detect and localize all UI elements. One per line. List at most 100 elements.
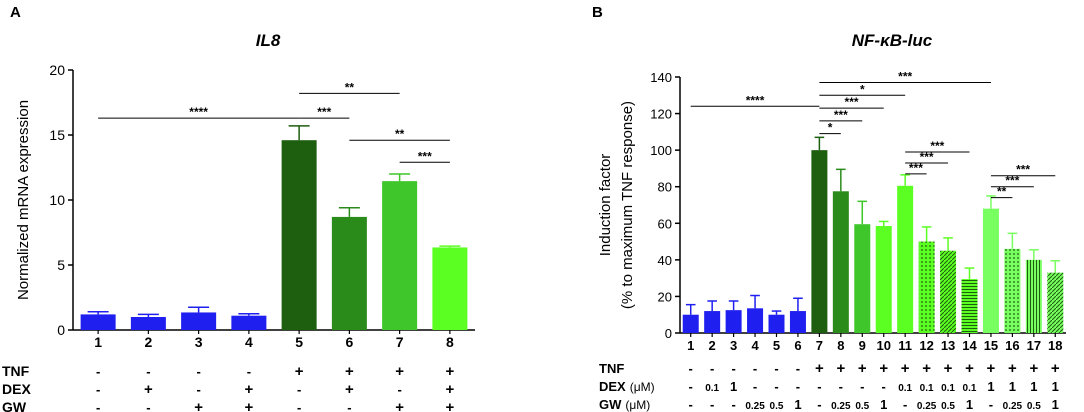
x-tick-label: 8 bbox=[837, 338, 844, 353]
bar bbox=[704, 311, 721, 333]
condition-cell: - bbox=[753, 361, 757, 376]
x-tick-label: 8 bbox=[446, 334, 454, 350]
condition-cell: - bbox=[817, 379, 821, 394]
condition-cell: + bbox=[244, 399, 253, 412]
condition-cell: 1 bbox=[1030, 379, 1037, 394]
condition-cell: + bbox=[944, 360, 953, 377]
x-tick-label: 11 bbox=[898, 338, 912, 353]
x-tick-label: 18 bbox=[1048, 338, 1062, 353]
condition-cell: 0.5 bbox=[770, 401, 784, 412]
x-tick-label: 7 bbox=[816, 338, 823, 353]
y-tick-label: 0 bbox=[665, 326, 672, 341]
significance-label: *** bbox=[920, 150, 934, 164]
condition-label: DEX bbox=[599, 379, 626, 394]
bar bbox=[331, 216, 367, 330]
bar bbox=[80, 314, 116, 330]
condition-cell: + bbox=[445, 363, 454, 380]
x-tick-label: 5 bbox=[773, 338, 780, 353]
bar bbox=[747, 308, 764, 333]
significance-label: *** bbox=[418, 149, 432, 163]
condition-cell: + bbox=[1029, 360, 1038, 377]
condition-cell: 0.25 bbox=[1003, 401, 1023, 412]
bar bbox=[982, 208, 999, 333]
condition-cell: 0.25 bbox=[745, 401, 765, 412]
condition-cell: + bbox=[244, 381, 253, 398]
x-tick-label: 10 bbox=[876, 338, 890, 353]
x-tick-label: 2 bbox=[709, 338, 716, 353]
condition-cell: 0.25 bbox=[917, 401, 937, 412]
significance-label: *** bbox=[845, 95, 859, 109]
x-tick-label: 14 bbox=[962, 338, 977, 353]
condition-cell: + bbox=[879, 360, 888, 377]
condition-cell: + bbox=[1008, 360, 1017, 377]
condition-cell: - bbox=[860, 379, 864, 394]
significance-label: **** bbox=[189, 105, 208, 119]
chart-title: IL8 bbox=[256, 31, 281, 50]
x-tick-label: 3 bbox=[730, 338, 737, 353]
condition-cell: - bbox=[689, 397, 693, 412]
condition-cell: - bbox=[96, 400, 100, 412]
bar bbox=[432, 247, 468, 330]
bar bbox=[725, 310, 742, 333]
condition-cell: + bbox=[295, 363, 304, 380]
condition-cell: + bbox=[836, 360, 845, 377]
bar bbox=[961, 279, 978, 333]
condition-cell: - bbox=[347, 400, 351, 412]
condition-unit: (μM) bbox=[625, 398, 650, 412]
panel-b-chart: B NF-κB-luc Induction factor (% to maximum … bbox=[592, 4, 1066, 412]
condition-cell: - bbox=[196, 364, 200, 379]
condition-cell: + bbox=[1051, 360, 1060, 377]
condition-label: DEX bbox=[2, 381, 31, 397]
condition-cell: - bbox=[882, 379, 886, 394]
condition-cell: 0.5 bbox=[1027, 401, 1041, 412]
bar bbox=[811, 150, 828, 333]
y-tick-label: 140 bbox=[650, 70, 672, 85]
bar bbox=[854, 224, 871, 333]
bar bbox=[231, 315, 267, 330]
panel-label: A bbox=[10, 4, 21, 21]
condition-cell: 0.1 bbox=[705, 383, 719, 394]
condition-cell: - bbox=[247, 364, 251, 379]
condition-cell: + bbox=[858, 360, 867, 377]
x-tick-label: 3 bbox=[195, 334, 203, 350]
x-tick-label: 2 bbox=[144, 334, 152, 350]
condition-label: TNF bbox=[2, 363, 30, 379]
x-tick-label: 1 bbox=[687, 338, 694, 353]
y-axis-label: Induction factor bbox=[597, 154, 614, 257]
condition-cell: - bbox=[710, 361, 714, 376]
condition-cell: + bbox=[965, 360, 974, 377]
x-tick-label: 7 bbox=[396, 334, 404, 350]
condition-cell: 1 bbox=[730, 379, 737, 394]
condition-cell: - bbox=[796, 361, 800, 376]
bar bbox=[940, 250, 957, 333]
condition-cell: - bbox=[839, 379, 843, 394]
condition-cell: 1 bbox=[880, 397, 887, 412]
chart-title: NF-κB-luc bbox=[852, 31, 933, 50]
bar bbox=[875, 226, 892, 333]
condition-cell: 1 bbox=[1009, 379, 1016, 394]
panel-label: B bbox=[592, 4, 603, 21]
condition-cell: - bbox=[989, 397, 993, 412]
condition-cell: - bbox=[731, 361, 735, 376]
condition-cell: + bbox=[345, 363, 354, 380]
condition-cell: - bbox=[689, 361, 693, 376]
condition-cell: 1 bbox=[794, 397, 801, 412]
condition-cell: - bbox=[903, 397, 907, 412]
significance-label: *** bbox=[930, 139, 944, 153]
condition-cell: 0.1 bbox=[898, 383, 912, 394]
panel-a-chart: A IL8 Normalized mRNA expression 0 5 10 15 20 1 2… bbox=[2, 4, 475, 412]
bar bbox=[918, 241, 935, 333]
condition-cell: - bbox=[710, 397, 714, 412]
x-tick-label: 4 bbox=[245, 334, 253, 350]
bar bbox=[382, 181, 418, 330]
x-tick-label: 6 bbox=[794, 338, 801, 353]
condition-label: GW bbox=[2, 399, 27, 412]
condition-cell: + bbox=[815, 360, 824, 377]
condition-cell: + bbox=[922, 360, 931, 377]
condition-cell: + bbox=[144, 381, 153, 398]
significance-label: *** bbox=[909, 161, 923, 175]
condition-cell: - bbox=[146, 364, 150, 379]
condition-cell: 0.25 bbox=[831, 401, 851, 412]
x-tick-label: 12 bbox=[919, 338, 933, 353]
y-tick-label: 0 bbox=[57, 322, 65, 338]
